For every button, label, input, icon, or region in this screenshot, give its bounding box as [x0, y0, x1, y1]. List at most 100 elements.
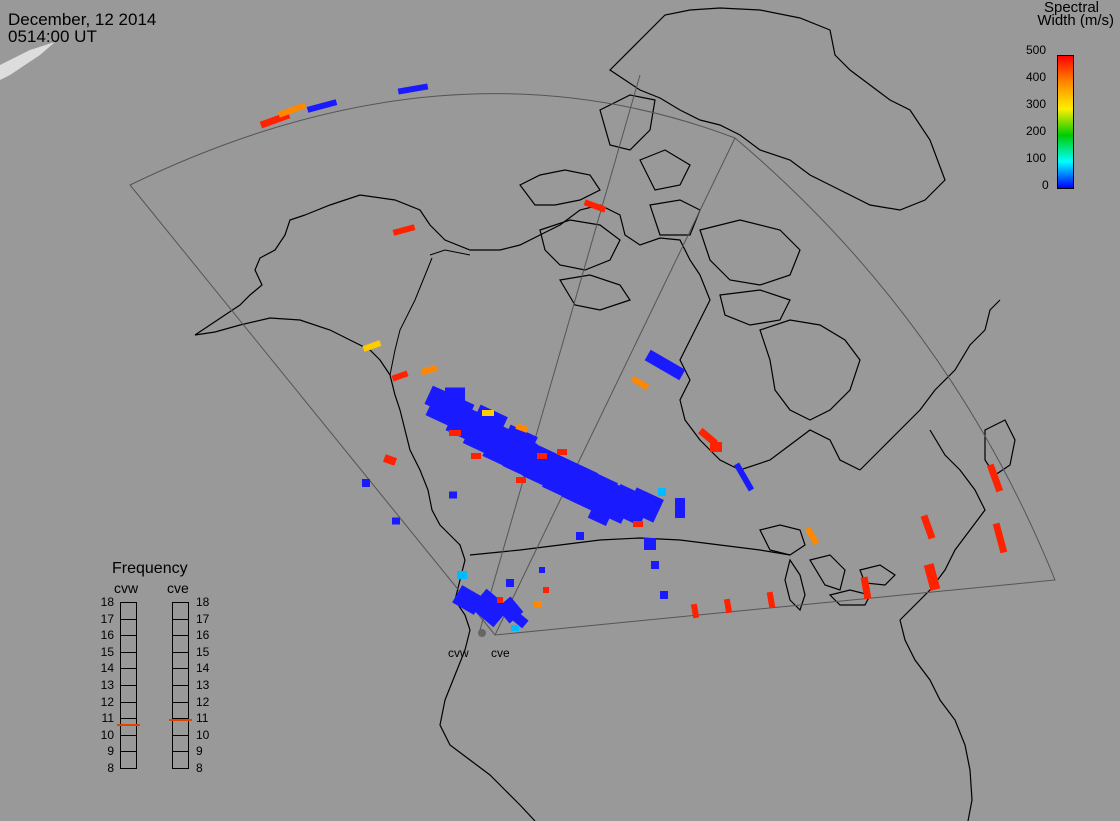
data-cell: [306, 99, 338, 113]
data-cell: [397, 83, 429, 95]
frequency-box: [120, 685, 137, 703]
data-cell: [543, 587, 549, 593]
frequency-box: [120, 751, 137, 769]
data-cell: [675, 498, 685, 518]
data-cell: [502, 424, 538, 456]
data-cell: [420, 365, 438, 375]
frequency-box: [120, 618, 137, 637]
time-label: 0514:00 UT: [8, 27, 97, 46]
frequency-tick: 18: [196, 595, 210, 609]
data-cell: [583, 199, 607, 213]
colorbar-title-line2: Width (m/s): [1037, 12, 1114, 29]
data-cell: [516, 477, 526, 483]
frequency-tick: 17: [196, 611, 210, 626]
data-cell: [534, 601, 542, 607]
data-cell: [470, 588, 510, 628]
frequency-tick: 12: [100, 694, 114, 709]
data-cell: [449, 491, 457, 499]
data-cell: [471, 453, 481, 459]
data-cell: [457, 571, 467, 579]
frequency-tick: 15: [196, 644, 210, 659]
frequency-tick: 13: [196, 678, 210, 692]
date-label: December, 12 2014: [8, 10, 157, 29]
map-corner-white: [0, 42, 55, 80]
frequency-tick: 9: [107, 744, 114, 759]
frequency-box: [120, 701, 137, 720]
frequency-box: [172, 701, 189, 720]
data-cell: [986, 463, 1004, 493]
frequency-box: [172, 734, 189, 753]
frequency-right-column: [169, 602, 192, 769]
frequency-box: [120, 734, 137, 753]
radar-site-marker: [478, 629, 486, 637]
frequency-left-column: [117, 602, 140, 769]
frequency-tick: 13: [100, 678, 114, 692]
data-cell: [382, 454, 398, 466]
frequency-tick: 16: [100, 628, 114, 643]
data-cell: [511, 611, 529, 629]
coastlines: [194, 7, 1016, 821]
colorbar-title-line1: Spectral: [1043, 0, 1099, 16]
data-cell: [587, 503, 613, 527]
data-cell: [766, 591, 776, 609]
colorbar-tick: 500: [1026, 43, 1047, 57]
data-cell: [992, 522, 1008, 554]
frequency-box: [172, 602, 189, 620]
data-cell: [392, 517, 400, 525]
frequency-box: [172, 751, 189, 769]
data-cell: [633, 521, 643, 527]
colorbar: [1057, 55, 1074, 189]
frequency-box: [172, 685, 189, 703]
data-cells: [259, 83, 1008, 631]
frequency-box: [172, 618, 189, 637]
frequency-tick: 8: [196, 761, 203, 775]
data-cell: [472, 404, 508, 436]
frequency-box: [172, 668, 189, 686]
frequency-box: [120, 668, 137, 686]
data-cell: [392, 224, 416, 236]
data-cell: [449, 430, 461, 436]
data-cell: [515, 423, 529, 433]
frequency-tick: 16: [196, 628, 210, 643]
data-cell: [920, 514, 936, 540]
data-cell: [362, 479, 370, 487]
data-cell: [733, 462, 755, 492]
data-cell: [644, 349, 686, 381]
frequency-tick: 14: [100, 661, 114, 676]
data-cell: [576, 532, 584, 540]
frequency-tick: 10: [100, 727, 114, 742]
data-cell: [804, 526, 820, 546]
frequency-box: [120, 602, 137, 620]
data-cell: [630, 375, 650, 391]
frequency-marker: [117, 723, 140, 726]
data-cell: [660, 591, 668, 599]
data-cell: [537, 453, 547, 459]
data-cell: [445, 387, 465, 403]
frequency-tick: 18: [100, 595, 114, 609]
data-cell: [557, 449, 567, 455]
frequency-title: Frequency: [112, 560, 188, 577]
data-cell: [710, 442, 722, 452]
frequency-left-name: cvw: [114, 580, 139, 596]
frequency-box: [172, 651, 189, 670]
data-cell: [723, 598, 733, 614]
data-cell: [506, 579, 514, 587]
data-cell: [391, 370, 409, 382]
frequency-tick: 14: [196, 661, 210, 676]
frequency-tick: 17: [100, 611, 114, 626]
colorbar-tick: 300: [1026, 97, 1047, 111]
data-cell: [626, 487, 664, 523]
radar-label-cvw: cvw: [448, 646, 469, 660]
data-cell: [658, 488, 666, 496]
data-cell: [698, 427, 718, 447]
radar-label-cve: cve: [491, 646, 510, 660]
data-cell: [362, 340, 382, 352]
data-cell: [511, 625, 519, 631]
data-cell: [651, 561, 659, 569]
frequency-tick: 12: [196, 694, 210, 709]
frequency-marker: [169, 718, 192, 721]
colorbar-tick: 200: [1026, 124, 1047, 138]
data-cell: [539, 567, 545, 573]
